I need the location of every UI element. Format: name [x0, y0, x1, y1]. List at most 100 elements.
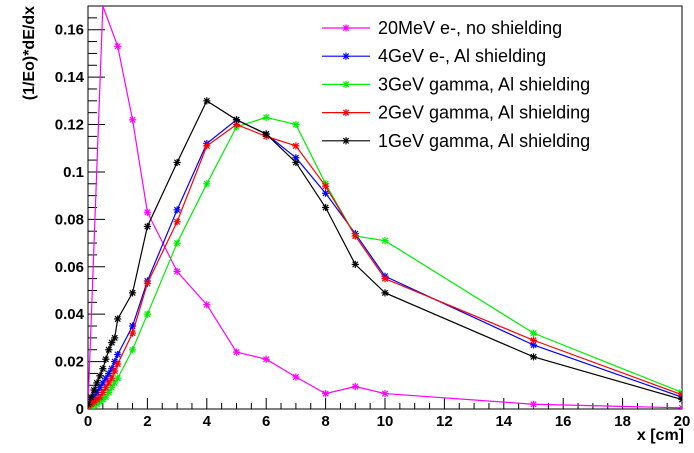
data-point: [105, 346, 113, 354]
series-4: [88, 97, 682, 408]
data-point: [322, 203, 330, 212]
data-point: [114, 315, 122, 323]
data-point: [292, 154, 300, 162]
x-tick-label: 2: [143, 413, 151, 430]
data-point: [88, 400, 92, 408]
data-point: [351, 382, 359, 391]
x-tick-label: 6: [262, 413, 270, 430]
data-point: [111, 367, 119, 375]
data-point: [322, 182, 330, 190]
data-point: [90, 386, 98, 394]
data-point: [114, 350, 122, 359]
data-point: [114, 42, 122, 50]
legend: 20MeV e-, no shielding 4GeV e-, Al shield…: [322, 18, 590, 151]
y-tick-label: 0.16: [55, 22, 84, 39]
data-point: [173, 239, 181, 247]
data-point: [529, 353, 538, 361]
data-point: [292, 158, 300, 167]
plot-frame: [87, 5, 683, 410]
data-point: [203, 142, 211, 150]
y-tick-label: 0.12: [55, 117, 84, 134]
data-point: [381, 275, 389, 283]
series-group: [88, 6, 682, 409]
x-tick-label: 18: [614, 413, 631, 430]
legend-entry: 20MeV e-, no shielding: [322, 18, 562, 38]
data-point: [351, 260, 359, 268]
data-point: [678, 395, 682, 404]
data-point: [128, 289, 137, 297]
y-tick-label: 0.1: [63, 164, 84, 181]
legend-entry: 4GeV e-, Al shielding: [322, 46, 546, 66]
data-point: [128, 329, 137, 337]
data-point: [381, 237, 389, 245]
data-point: [529, 400, 538, 408]
data-point: [292, 120, 300, 129]
data-point: [203, 180, 211, 188]
data-point: [678, 404, 682, 409]
data-point: [114, 360, 122, 368]
data-point: [143, 208, 151, 216]
data-point: [322, 189, 330, 197]
data-point: [88, 393, 95, 401]
legend-label: 2GeV gamma, Al shielding: [378, 103, 590, 123]
data-point: [232, 120, 241, 129]
data-point: [381, 389, 389, 398]
legend-entry: 3GeV gamma, Al shielding: [322, 74, 590, 94]
y-tick-label: 0.06: [55, 259, 84, 276]
legend-marker: [342, 52, 350, 60]
data-point: [173, 206, 181, 214]
legend-label: 1GeV gamma, Al shielding: [378, 131, 590, 151]
x-tick-label: 4: [203, 413, 212, 430]
x-tick-label: 16: [555, 413, 572, 430]
y-tick-label: 0.14: [55, 69, 85, 86]
x-axis-title: x [cm]: [637, 427, 684, 444]
data-point: [143, 310, 151, 318]
data-point: [96, 372, 104, 380]
legend-entry: 2GeV gamma, Al shielding: [322, 103, 590, 123]
data-point: [93, 379, 101, 387]
data-point: [262, 113, 270, 122]
data-point: [232, 348, 241, 356]
y-tick-label: 0.08: [55, 211, 84, 228]
data-point: [203, 97, 211, 105]
y-tick-label: 0: [76, 401, 84, 418]
legend-marker: [342, 109, 350, 117]
legend-label: 20MeV e-, no shielding: [378, 18, 562, 38]
y-axis-title: (1/Eo)*dE/dx: [21, 6, 38, 100]
data-point: [99, 365, 107, 373]
data-point: [143, 222, 151, 231]
data-point: [173, 267, 181, 276]
legend-marker: [342, 24, 350, 32]
data-point: [351, 232, 359, 240]
data-point: [108, 374, 116, 382]
x-tick-label: 8: [321, 413, 329, 430]
data-point: [232, 116, 241, 124]
data-point: [128, 116, 137, 124]
series-0: [88, 6, 682, 409]
x-tick-label: 20: [674, 413, 691, 430]
data-point: [102, 355, 110, 363]
data-point: [292, 142, 300, 150]
x-tick-label: 0: [84, 413, 92, 430]
x-axis: 0 2 4 6 8 10 12 14 16 18 20: [84, 398, 691, 430]
legend-marker: [342, 80, 350, 88]
data-point: [173, 158, 181, 167]
data-point: [529, 336, 538, 344]
legend-label: 4GeV e-, Al shielding: [378, 46, 546, 66]
data-point: [292, 373, 300, 381]
data-point: [262, 130, 270, 138]
data-point: [529, 329, 538, 337]
data-point: [128, 346, 137, 354]
y-tick-label: 0.04: [55, 306, 85, 323]
data-point: [173, 218, 181, 226]
legend-marker: [342, 137, 350, 145]
data-point: [381, 289, 389, 297]
data-point: [322, 389, 330, 398]
x-tick-label: 12: [436, 413, 453, 430]
data-point: [111, 334, 119, 342]
y-tick-label: 0.02: [55, 354, 84, 371]
x-tick-label: 14: [495, 413, 512, 430]
data-point: [203, 301, 211, 309]
legend-entry: 1GeV gamma, Al shielding: [322, 131, 590, 151]
